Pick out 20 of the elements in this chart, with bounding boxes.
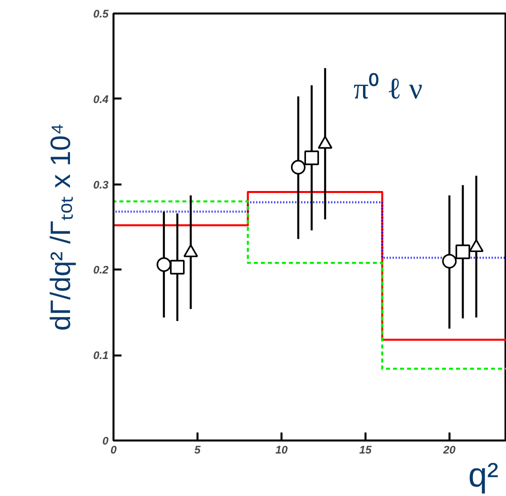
y-tick-label: 0 [102,436,110,448]
x-axis-title: q² [468,456,499,494]
x-tick-label: 5 [194,444,202,456]
point [456,244,470,260]
point [442,254,457,268]
x-tick-label: 0 [110,444,118,456]
y-tick-label: 0.2 [93,264,109,277]
x-tick-label: 10 [275,444,288,456]
y-tick-label: 0.1 [93,350,109,362]
y-tick-label: 0.5 [93,8,110,20]
y-axis-title: dΓ/dq² /Γₜₒₜ x 10⁴ [45,123,76,331]
point [290,160,306,175]
annotation: π⁰ ℓ ν [354,72,423,106]
x-tick-label: 20 [442,444,456,456]
x-tick-label: 15 [359,444,372,456]
y-tick-label: 0.4 [93,94,109,106]
point [170,260,185,274]
point [156,257,172,272]
y-tick-label: 0.3 [93,179,109,192]
point [304,150,319,166]
